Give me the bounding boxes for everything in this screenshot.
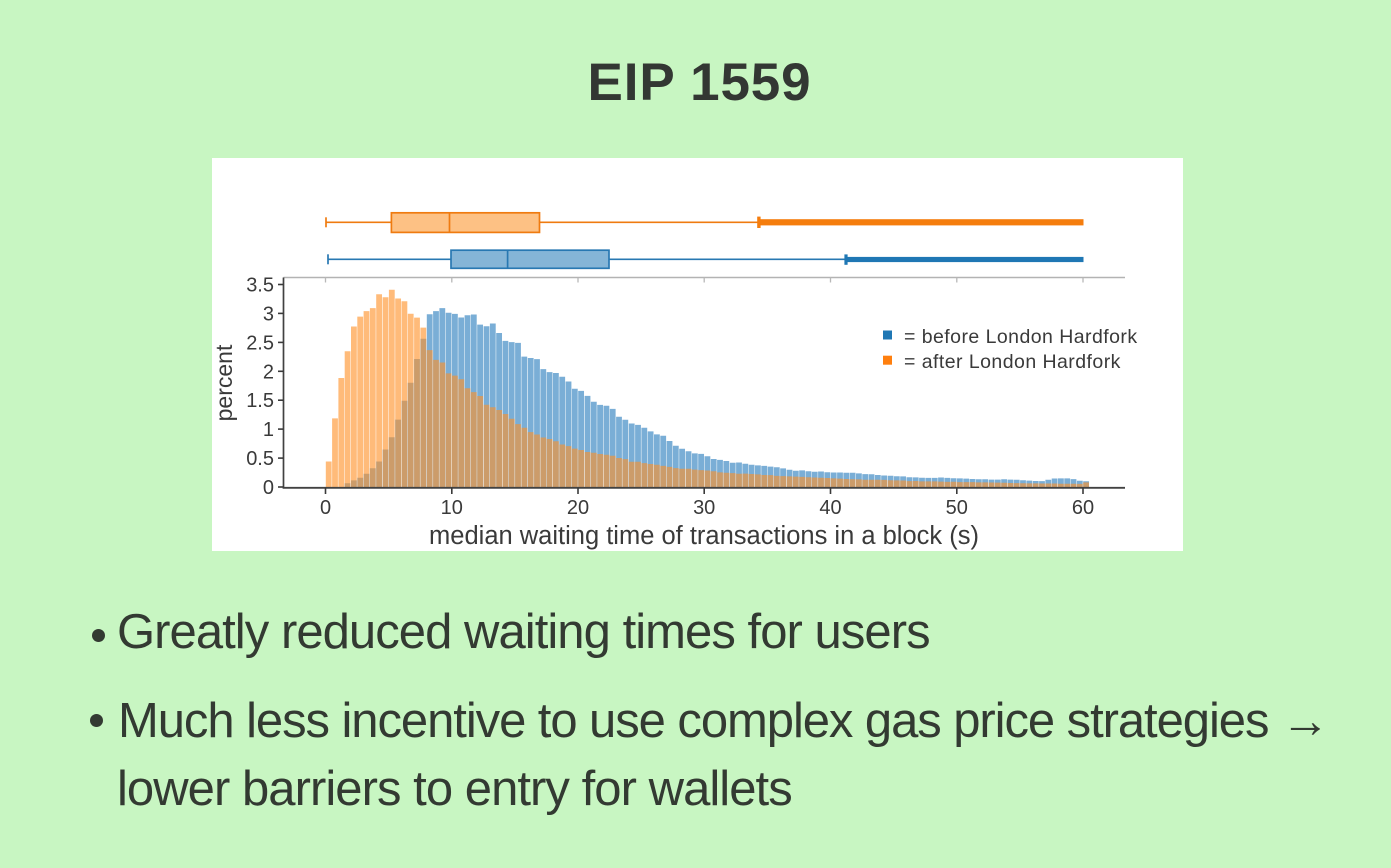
svg-text:0: 0	[320, 497, 331, 519]
svg-text:30: 30	[693, 497, 715, 519]
svg-text:40: 40	[819, 497, 841, 519]
svg-text:= before London Hardfork: = before London Hardfork	[904, 326, 1138, 348]
svg-text:3: 3	[263, 303, 274, 325]
svg-text:60: 60	[1072, 497, 1094, 519]
svg-text:0.5: 0.5	[246, 448, 274, 470]
svg-text:10: 10	[441, 497, 463, 519]
svg-text:percent: percent	[212, 344, 237, 421]
svg-text:2: 2	[263, 361, 274, 383]
svg-text:50: 50	[946, 497, 968, 519]
svg-text:20: 20	[567, 497, 589, 519]
svg-text:= after London Hardfork: = after London Hardfork	[904, 351, 1121, 373]
svg-text:1: 1	[263, 419, 274, 441]
svg-text:median waiting time of transac: median waiting time of transactions in a…	[429, 522, 979, 550]
svg-text:2.5: 2.5	[246, 332, 274, 354]
svg-text:1.5: 1.5	[246, 390, 274, 412]
svg-text:0: 0	[263, 477, 274, 499]
svg-text:3.5: 3.5	[246, 275, 274, 297]
